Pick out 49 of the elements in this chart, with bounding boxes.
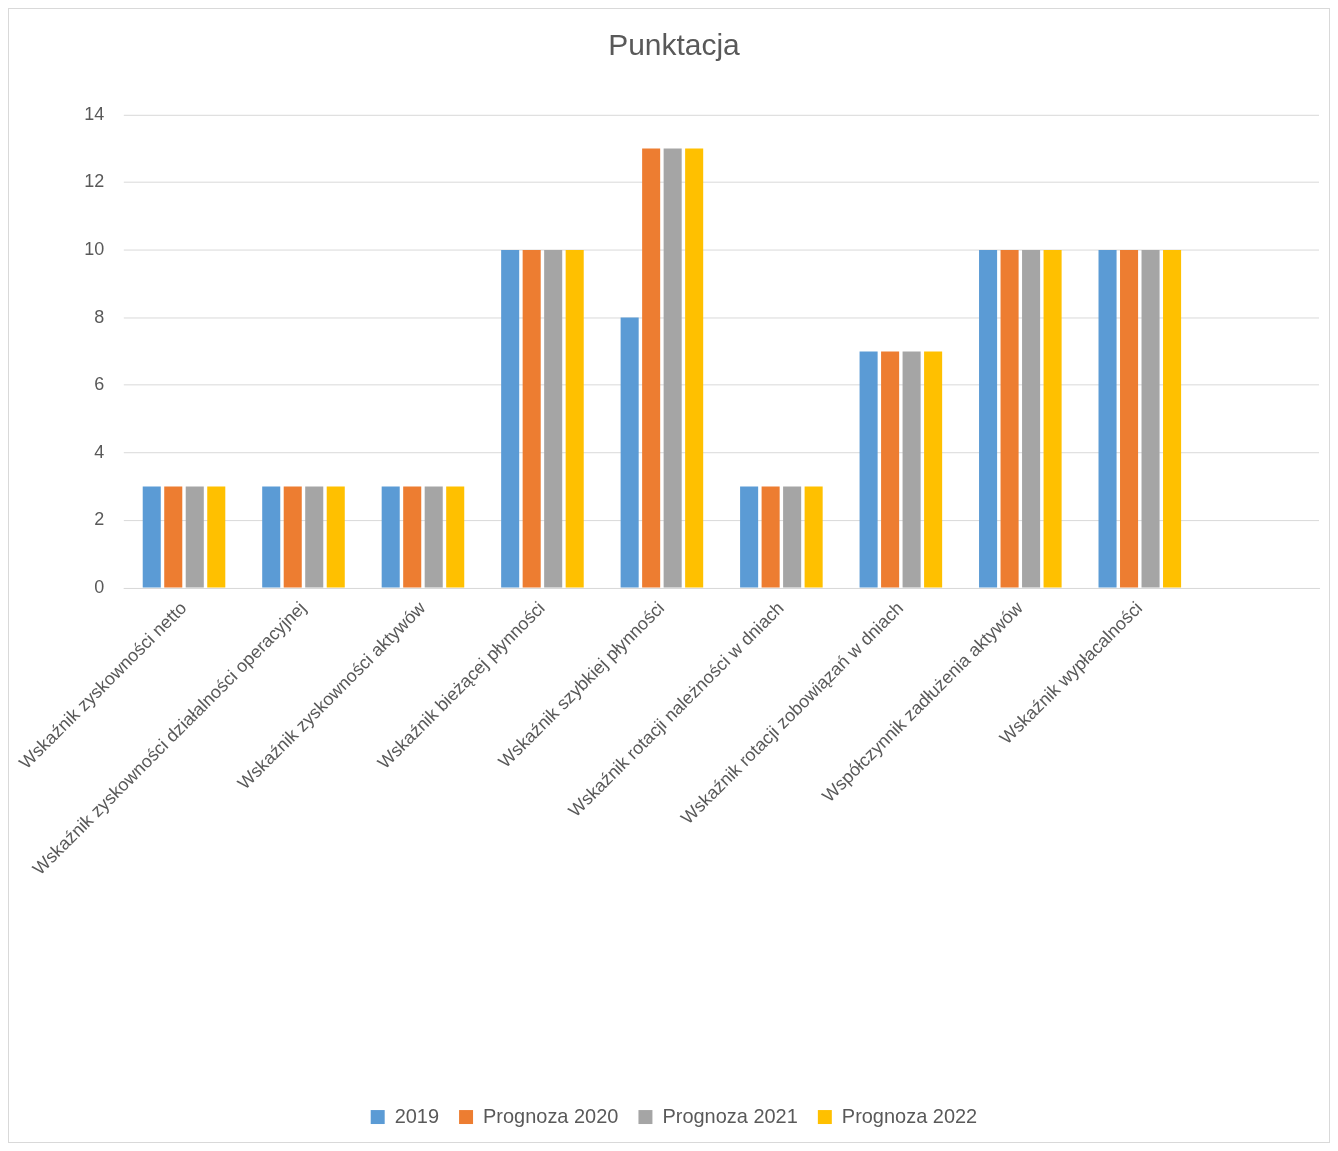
bar [1043, 250, 1062, 588]
legend-label: Prognoza 2022 [841, 1104, 978, 1127]
bar [305, 486, 324, 588]
legend-label: Prognoza 2021 [662, 1104, 798, 1127]
bar [1120, 250, 1139, 588]
bar [663, 148, 682, 588]
bar [403, 486, 422, 588]
bar [381, 486, 400, 588]
bar [522, 250, 541, 588]
chart-title: Punktacja [608, 28, 741, 62]
bar [979, 250, 998, 588]
bar [1141, 250, 1160, 588]
bar [185, 486, 204, 588]
legend-label: Prognoza 2020 [483, 1104, 619, 1127]
bar [142, 486, 161, 588]
y-tick-label: 0 [94, 576, 105, 597]
bar [565, 250, 584, 588]
bar [262, 486, 281, 588]
y-tick-label: 14 [84, 103, 105, 124]
bar [1000, 250, 1019, 588]
bar [642, 148, 661, 588]
bar [685, 148, 704, 588]
legend-label: 2019 [394, 1104, 440, 1127]
bar [164, 486, 183, 588]
bar [881, 351, 900, 588]
bar [207, 486, 226, 588]
bar [783, 486, 802, 588]
bar [283, 486, 302, 588]
bar [1163, 250, 1182, 588]
bar [859, 351, 878, 588]
y-tick-label: 8 [94, 306, 105, 327]
y-tick-label: 2 [94, 509, 105, 530]
bar [501, 250, 520, 588]
y-tick-label: 6 [94, 374, 105, 395]
bar [424, 486, 443, 588]
bar [326, 486, 345, 588]
y-tick-label: 12 [84, 171, 105, 192]
bar [620, 317, 639, 588]
y-tick-label: 4 [94, 441, 105, 462]
bar [544, 250, 563, 588]
y-tick-label: 10 [84, 238, 105, 259]
bar [446, 486, 465, 588]
bar [804, 486, 823, 588]
bar [1022, 250, 1041, 588]
bar [902, 351, 921, 588]
bar [924, 351, 943, 588]
bar [740, 486, 759, 588]
bar [761, 486, 780, 588]
bar [1098, 250, 1117, 588]
